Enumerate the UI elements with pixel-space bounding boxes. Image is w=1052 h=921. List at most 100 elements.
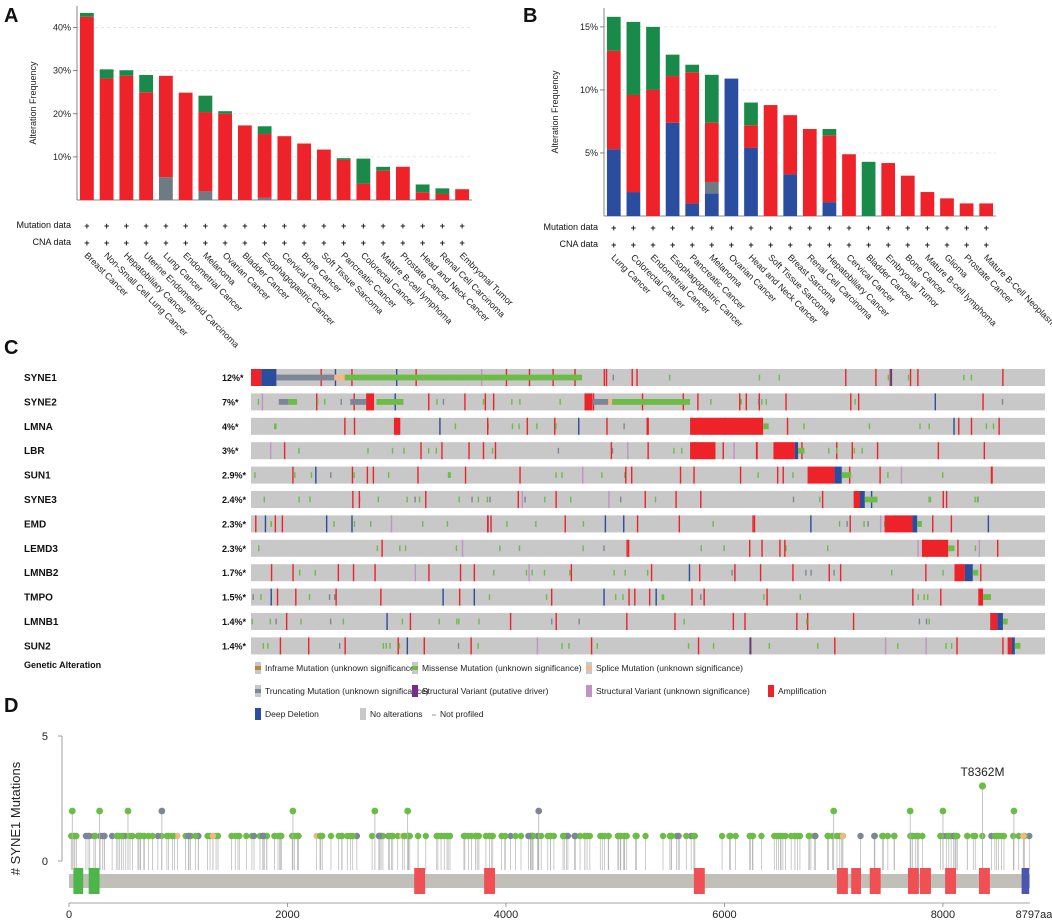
- lollipop-head-missense: [690, 832, 698, 840]
- oncoprint-sample-alteration: [406, 496, 408, 503]
- oncoprint-block-missense: [376, 399, 404, 405]
- bar-b-amplification: [842, 154, 856, 216]
- oncoprint-block-amplification: [690, 417, 764, 435]
- y-axis-label-a: Alteration Frequency: [28, 61, 38, 145]
- lollipop-head-other: [525, 832, 532, 840]
- legend-label: Splice Mutation (unknown significance): [596, 663, 743, 673]
- oncoprint-sample-alteration: [876, 442, 879, 460]
- lollipop-head-other: [507, 832, 514, 840]
- oncoprint-sample-alteration: [897, 643, 899, 649]
- oncoprint-sample-alteration: [697, 393, 699, 411]
- oncoprint-sample-alteration: [307, 637, 310, 655]
- oncoprint-sample-alteration: [958, 417, 960, 435]
- oncoprint-sample-alteration: [833, 569, 835, 576]
- oncoprint-sample-alteration: [509, 613, 512, 630]
- oncoprint-sample-alteration: [693, 466, 695, 484]
- oncoprint-sample-alteration: [438, 618, 440, 625]
- data-row-marker-b: +: [788, 240, 793, 250]
- gene-alteration-percent: 2.3%*: [222, 544, 247, 554]
- oncoprint-sample-alteration: [535, 521, 537, 527]
- data-row-marker-b: +: [768, 223, 773, 233]
- oncoprint-block-amplification: [773, 442, 795, 460]
- lollipop-head-missense: [732, 832, 739, 840]
- oncoprint-block-missense: [972, 569, 979, 576]
- oncoprint-sample-alteration: [679, 466, 682, 484]
- oncoprint-sample-alteration: [403, 447, 405, 454]
- oncoprint-sample-alteration: [454, 423, 457, 430]
- lollipop-head-other: [185, 832, 192, 840]
- oncoprint-sample-alteration: [499, 545, 501, 552]
- oncoprint-sample-alteration: [918, 618, 921, 625]
- oncoprint-sample-alteration: [625, 466, 627, 484]
- gene-name-label: SUN1: [24, 471, 51, 482]
- oncoprint-sample-alteration: [473, 588, 476, 606]
- bar-a-multiple: [198, 191, 213, 200]
- oncoprint-block-amplification: [884, 515, 913, 533]
- oncoprint-sample-alteration: [622, 594, 624, 600]
- y-axis-label-b: Alteration Frequency: [550, 70, 560, 154]
- oncoprint-sample-alteration: [329, 618, 332, 625]
- bar-a-mutation: [119, 70, 134, 76]
- lollipop-head-missense: [601, 832, 608, 840]
- oncoprint-sample-alteration: [414, 564, 417, 582]
- oncoprint-sample-alteration: [316, 393, 318, 411]
- mutation-annotation-label: T8362M: [960, 765, 1004, 779]
- bar-b-amplification: [606, 50, 621, 150]
- oncoprint-sample-alteration: [275, 423, 277, 430]
- gene-alteration-percent: 2.4%*: [222, 495, 247, 505]
- oncoprint-sample-alteration: [761, 539, 763, 557]
- bar-a-amplification: [435, 193, 450, 200]
- oncoprint-sample-alteration: [325, 515, 328, 533]
- bar-b-amplification: [783, 115, 798, 175]
- oncoprint-sample-alteration: [613, 569, 615, 576]
- oncoprint-sample-alteration: [745, 393, 748, 411]
- lollipop-head-missense: [406, 832, 414, 840]
- oncoprint-sample-alteration: [861, 447, 863, 454]
- oncoprint-sample-alteration: [763, 594, 765, 600]
- data-row-marker-a: +: [459, 238, 464, 248]
- gene-name-label: LMNB1: [24, 617, 59, 628]
- lollipop-head-missense: [460, 832, 468, 840]
- oncoprint-track: [251, 588, 1045, 606]
- oncoprint-sample-alteration: [1002, 369, 1004, 386]
- oncoprint-sample-alteration: [974, 496, 976, 503]
- data-row-marker-b: +: [709, 240, 714, 250]
- bar-b-amplification: [822, 135, 837, 203]
- oncoprint-sample-alteration: [608, 491, 610, 508]
- oncoprint-sample-alteration: [796, 613, 798, 630]
- oncoprint-sample-alteration: [875, 369, 877, 386]
- oncoprint-block-deep_deletion: [964, 564, 973, 582]
- lollipop-head-truncating: [158, 807, 166, 815]
- oncoprint-sample-alteration: [492, 393, 495, 411]
- oncoprint-sample-alteration: [270, 521, 273, 527]
- lollipop-head-other: [812, 832, 819, 840]
- oncoprint-sample-alteration: [555, 423, 557, 430]
- bar-b-amplification: [802, 129, 817, 216]
- oncoprint-sample-alteration: [568, 643, 570, 649]
- lollipop-head-missense: [939, 807, 947, 815]
- y-axis-label-d: # SYNE1 Mutations: [8, 761, 23, 875]
- oncoprint-sample-alteration: [506, 521, 508, 527]
- oncoprint-sample-alteration: [422, 521, 424, 527]
- data-row-marker-a: +: [222, 238, 227, 248]
- oncoprint-sample-alteration: [427, 447, 430, 454]
- bar-b-mutation: [744, 102, 758, 126]
- oncoprint-sample-alteration: [456, 618, 458, 625]
- oncoprint-track: [251, 613, 1045, 630]
- data-row-marker-b: +: [690, 223, 695, 233]
- oncoprint-sample-alteration: [564, 515, 566, 533]
- lollipop-head-missense: [228, 832, 235, 840]
- oncoprint-sample-alteration: [953, 417, 955, 435]
- oncoprint-sample-alteration: [457, 643, 460, 649]
- bar-a-amplification: [257, 134, 272, 198]
- lollipop-head-missense: [465, 832, 472, 840]
- data-row-marker-a: +: [143, 221, 148, 231]
- bar-b-amplification: [959, 203, 974, 216]
- data-row-marker-a: +: [341, 238, 346, 248]
- bar-b-deep_deletion: [822, 202, 837, 216]
- data-row-marker-b: +: [729, 223, 734, 233]
- oncoprint-block-missense: [864, 496, 878, 503]
- panel-c-oncoprint: SYNE1 12%* SYNE2 7%* LMNA 4%* LBR 3%* SUN1 2.9%* S…: [24, 369, 1045, 720]
- oncoprint-block-truncating: [592, 399, 609, 405]
